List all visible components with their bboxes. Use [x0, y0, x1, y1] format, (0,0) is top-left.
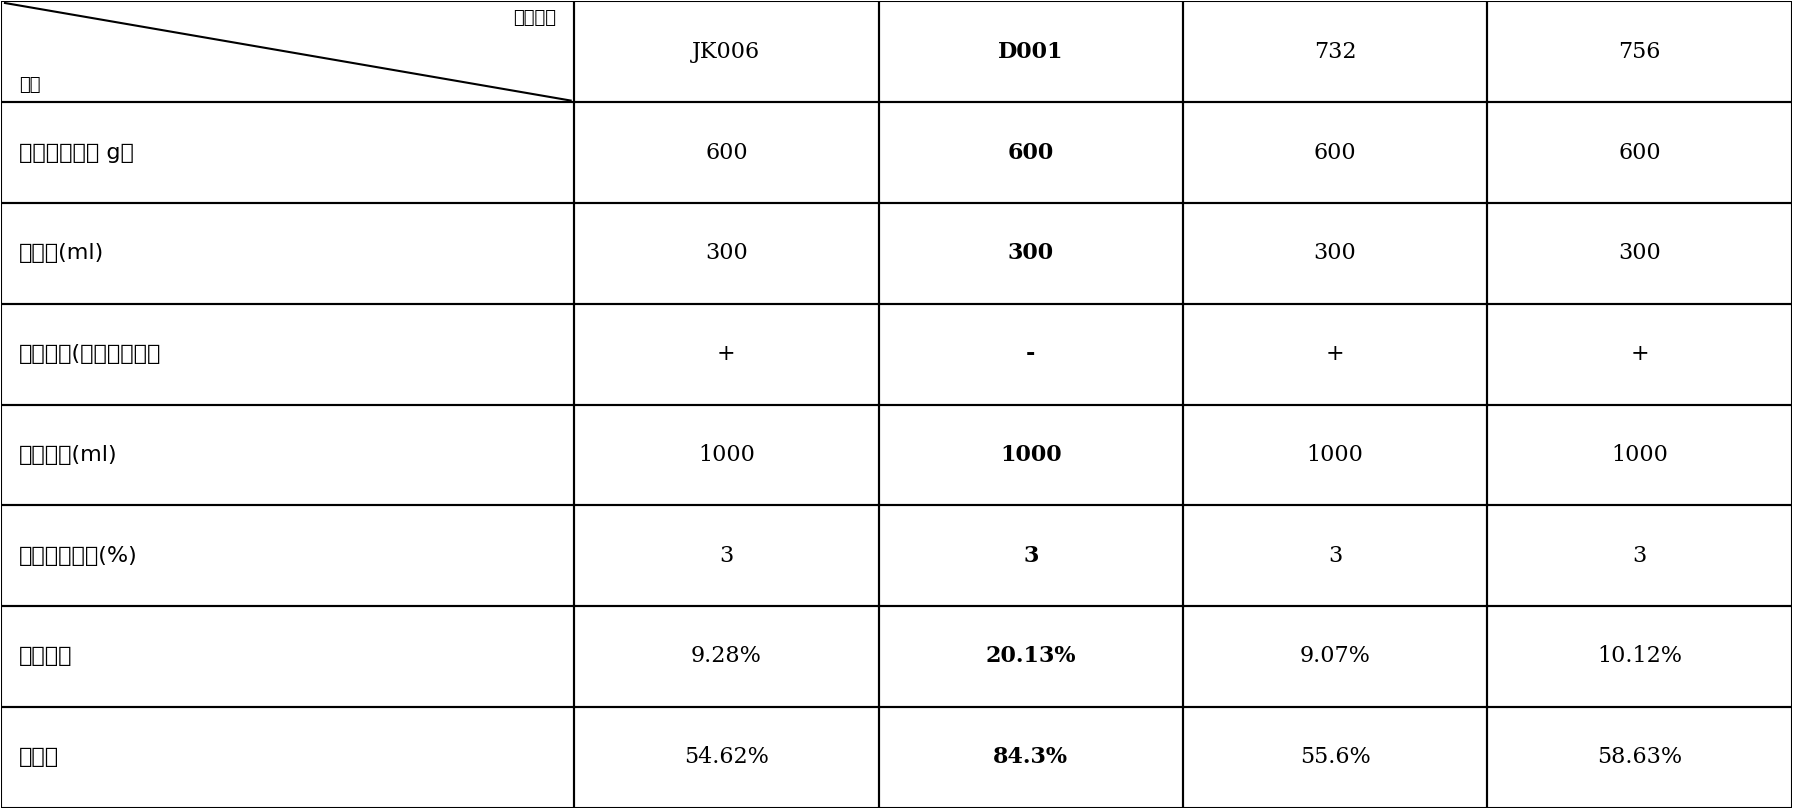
Bar — [879, 2, 1183, 102]
Bar — [574, 2, 879, 102]
Text: 600: 600 — [1617, 142, 1660, 163]
Bar — [879, 506, 1183, 606]
Text: JK006: JK006 — [692, 40, 760, 63]
Bar — [1183, 2, 1486, 102]
Bar — [879, 303, 1183, 404]
Bar — [574, 506, 879, 606]
Text: D001: D001 — [999, 40, 1063, 63]
Bar — [879, 707, 1183, 807]
Text: 项目: 项目 — [20, 76, 41, 94]
Text: 9.07%: 9.07% — [1300, 646, 1370, 667]
Text: 756: 756 — [1619, 40, 1660, 63]
Bar — [1486, 707, 1791, 807]
Bar — [879, 404, 1183, 506]
Text: 600: 600 — [1008, 142, 1054, 163]
Text: 58.63%: 58.63% — [1598, 746, 1682, 769]
Bar — [574, 404, 879, 506]
Text: 600: 600 — [705, 142, 748, 163]
Bar — [1486, 303, 1791, 404]
Bar — [1486, 2, 1791, 102]
Bar — [2, 506, 574, 606]
Text: 3: 3 — [1632, 544, 1646, 566]
Bar — [879, 203, 1183, 303]
Text: 浸膏含量: 浸膏含量 — [20, 646, 74, 667]
Bar — [1183, 203, 1486, 303]
Bar — [1183, 707, 1486, 807]
Bar — [574, 102, 879, 203]
Bar — [1183, 303, 1486, 404]
Bar — [1183, 606, 1486, 707]
Bar — [1183, 102, 1486, 203]
Text: 1000: 1000 — [1307, 444, 1363, 466]
Bar — [2, 303, 574, 404]
Bar — [2, 102, 574, 203]
Bar — [2, 203, 574, 303]
Bar — [2, 606, 574, 707]
Bar — [879, 102, 1183, 203]
Text: 732: 732 — [1314, 40, 1356, 63]
Bar — [1486, 203, 1791, 303]
Text: 600: 600 — [1314, 142, 1357, 163]
Bar — [2, 404, 574, 506]
Text: -: - — [1026, 343, 1035, 365]
Text: 20.13%: 20.13% — [986, 646, 1076, 667]
Text: 上样量（原料 g）: 上样量（原料 g） — [20, 142, 134, 163]
Text: +: + — [1630, 343, 1650, 365]
Bar — [574, 303, 879, 404]
Bar — [1486, 606, 1791, 707]
Bar — [879, 606, 1183, 707]
Text: 3: 3 — [1024, 544, 1038, 566]
Text: 3: 3 — [719, 544, 733, 566]
Text: +: + — [1325, 343, 1345, 365]
Text: 54.62%: 54.62% — [683, 746, 769, 769]
Bar — [1486, 506, 1791, 606]
Text: 转化率: 转化率 — [20, 748, 59, 767]
Bar — [2, 2, 574, 102]
Text: 55.6%: 55.6% — [1300, 746, 1370, 769]
Bar — [1183, 506, 1486, 606]
Text: 1000: 1000 — [697, 444, 755, 466]
Text: 树脂量(ml): 树脂量(ml) — [20, 244, 104, 264]
Text: 洗脱氨水浓度(%): 洗脱氨水浓度(%) — [20, 545, 138, 565]
Text: 84.3%: 84.3% — [993, 746, 1069, 769]
Text: 3: 3 — [1329, 544, 1343, 566]
Text: 300: 300 — [1314, 243, 1357, 265]
Bar — [1486, 102, 1791, 203]
Bar — [574, 203, 879, 303]
Text: 300: 300 — [1617, 243, 1660, 265]
Text: 饱和程度(茚三酮显色）: 饱和程度(茚三酮显色） — [20, 344, 161, 364]
Text: 树脂类型: 树脂类型 — [513, 10, 556, 28]
Text: 300: 300 — [705, 243, 748, 265]
Text: 300: 300 — [1008, 243, 1054, 265]
Text: 1000: 1000 — [1610, 444, 1667, 466]
Text: 10.12%: 10.12% — [1598, 646, 1682, 667]
Text: 9.28%: 9.28% — [690, 646, 762, 667]
Text: +: + — [717, 343, 735, 365]
Bar — [574, 606, 879, 707]
Text: 1000: 1000 — [1000, 444, 1061, 466]
Bar — [2, 707, 574, 807]
Bar — [574, 707, 879, 807]
Text: 洗脱体积(ml): 洗脱体积(ml) — [20, 445, 118, 465]
Bar — [1486, 404, 1791, 506]
Bar — [1183, 404, 1486, 506]
